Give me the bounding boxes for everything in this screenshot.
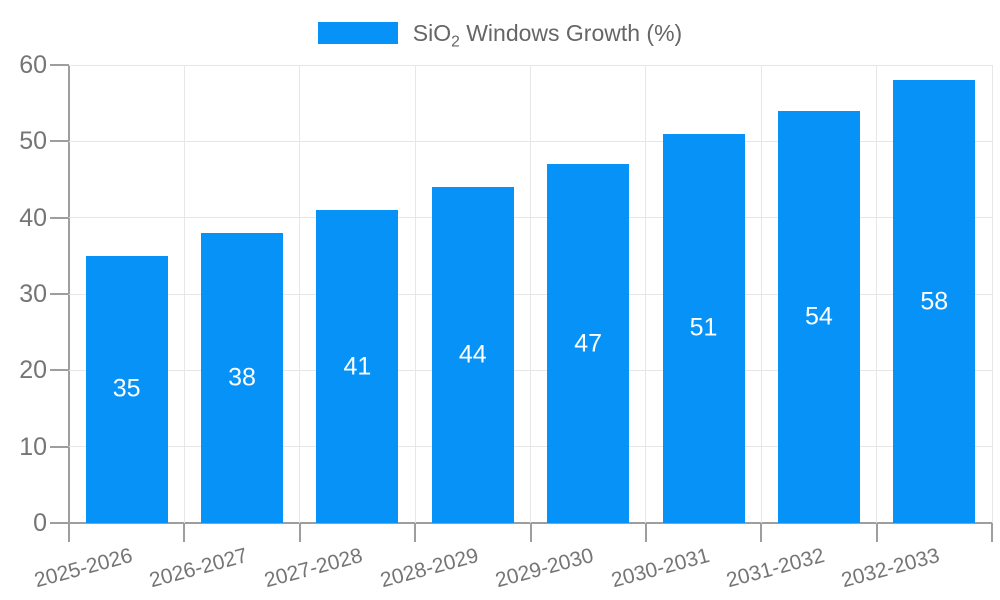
y-axis-tick (50, 140, 69, 143)
legend-label-suffix: Windows Growth (%) (459, 20, 683, 46)
bar: 38 (201, 232, 284, 523)
x-tick-label: 2029-2030 (493, 544, 597, 593)
x-gridline (645, 65, 647, 523)
x-axis-tick (991, 523, 993, 542)
y-tick-label: 0 (33, 509, 47, 537)
bar-value-label: 41 (343, 352, 372, 380)
x-gridline (299, 65, 301, 523)
bar-value-label: 35 (112, 374, 141, 403)
legend-label-prefix: SiO (412, 20, 452, 46)
y-axis-tick (50, 445, 69, 448)
y-axis-tick (50, 64, 69, 66)
x-tick-label: 2027-2028 (262, 544, 366, 593)
x-tick-label: 2030-2031 (608, 544, 712, 593)
bar-value-label: 51 (689, 313, 718, 342)
y-tick-label: 40 (19, 203, 47, 232)
x-tick-label: 2026-2027 (147, 544, 251, 593)
legend: SiO2 Windows Growth (%) (0, 19, 1000, 50)
bar-value-label: 44 (458, 340, 487, 369)
bar: 35 (85, 255, 168, 523)
legend-item[interactable]: SiO2 Windows Growth (%) (317, 19, 683, 50)
y-tick-label: 60 (19, 51, 47, 79)
y-axis-tick (50, 293, 69, 295)
bar: 47 (547, 164, 630, 523)
legend-label[interactable]: SiO2 Windows Growth (%) (412, 19, 683, 50)
bar: 51 (662, 133, 745, 523)
y-axis-tick (50, 369, 69, 372)
x-axis-tick (183, 523, 186, 542)
x-gridline (530, 65, 531, 523)
x-tick-label: 2031-2032 (723, 544, 827, 593)
x-axis-tick (68, 523, 70, 542)
x-axis-tick (414, 523, 417, 542)
y-tick-label: 30 (19, 280, 47, 308)
x-axis-tick (529, 523, 532, 542)
y-tick-label: 10 (19, 432, 47, 461)
bar-value-label: 38 (228, 363, 256, 392)
x-axis-tick (298, 523, 301, 542)
x-axis-tick (644, 523, 647, 542)
bar: 44 (431, 187, 514, 523)
x-gridline (760, 65, 762, 523)
legend-label-subscript: 2 (451, 33, 460, 51)
x-gridline (991, 65, 993, 523)
y-tick-label: 50 (19, 127, 47, 156)
bar-value-label: 47 (574, 329, 603, 358)
legend-swatch[interactable] (317, 22, 398, 44)
bar: 58 (893, 80, 976, 523)
bar: 54 (777, 110, 860, 523)
x-tick-label: 2028-2029 (377, 544, 481, 593)
bar-value-label: 58 (920, 287, 949, 316)
x-gridline (183, 65, 185, 523)
y-axis-tick (50, 216, 69, 219)
bar-value-label: 54 (805, 302, 833, 331)
y-axis-line (68, 65, 70, 542)
plot-area: 0 10 20 30 40 50 60 35 2025-2026 38 2026-2027 41 202… (19, 51, 993, 592)
x-axis-tick (760, 523, 763, 542)
x-tick-label: 2025-2026 (31, 544, 135, 593)
x-gridline (414, 65, 416, 523)
x-gridline (876, 65, 878, 523)
y-tick-label: 20 (19, 356, 47, 385)
x-tick-label: 2032-2033 (839, 544, 943, 593)
bar: 41 (316, 210, 399, 523)
y-axis-tick (50, 522, 69, 524)
x-axis-tick (875, 523, 878, 542)
